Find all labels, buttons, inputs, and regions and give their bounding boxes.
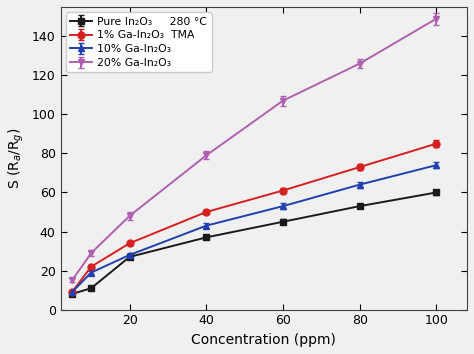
Y-axis label: S (R$_a$/R$_g$): S (R$_a$/R$_g$) — [7, 127, 26, 189]
Legend: Pure In₂O₃     280 °C, 1% Ga-In₂O₃  TMA, 10% Ga-In₂O₃, 20% Ga-In₂O₃: Pure In₂O₃ 280 °C, 1% Ga-In₂O₃ TMA, 10% … — [66, 12, 211, 73]
X-axis label: Concentration (ppm): Concentration (ppm) — [191, 333, 336, 347]
